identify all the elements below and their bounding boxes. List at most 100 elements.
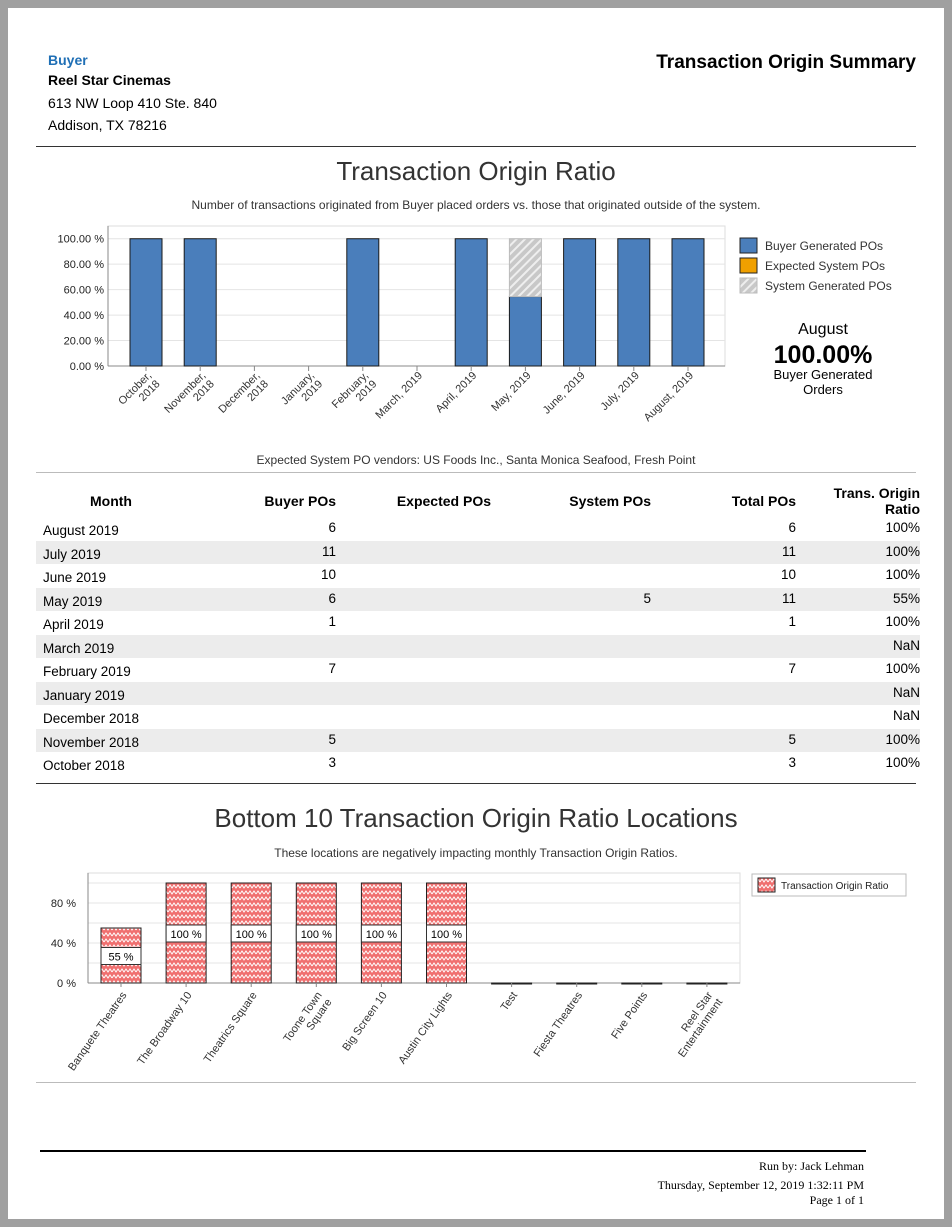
table-cell: 6 xyxy=(788,520,796,535)
y-tick-label: 20.00 % xyxy=(64,336,105,348)
table-cell xyxy=(491,540,651,564)
bar-buyer-generated-pos xyxy=(617,238,651,367)
table-row: August 2019 6 6 100% xyxy=(36,517,920,541)
table-cell: 100% xyxy=(885,755,920,770)
table-cell: 7 xyxy=(788,661,796,676)
address-line-1: 613 NW Loop 410 Ste. 840 xyxy=(48,95,217,111)
legend-label: Buyer Generated POs xyxy=(765,239,883,253)
table-cell: 1 xyxy=(788,614,796,629)
origin-ratio-chart: 0.00 % 20.00 % 40.00 % 60.00 % 80.00 % 100.00… xyxy=(58,225,892,424)
table-cell: July 2019 xyxy=(36,540,186,564)
table-cell: November 2018 xyxy=(36,728,186,752)
table-cell: 55% xyxy=(796,587,920,611)
data-label: 100 % xyxy=(431,929,462,941)
y-tick-label: 0 % xyxy=(57,978,76,990)
chart1-subtitle: Number of transactions originated from B… xyxy=(191,198,761,212)
footer-divider xyxy=(40,1150,866,1152)
bar-buyer-generated-pos xyxy=(129,238,163,367)
legend-swatch xyxy=(739,277,758,294)
page-number: Page 1 of 1 xyxy=(809,1193,864,1207)
table-cell: 5 xyxy=(186,728,336,752)
data-label: 100 % xyxy=(170,929,201,941)
table-cell: 100% xyxy=(796,728,920,752)
table-cell xyxy=(186,681,336,705)
table-cell: 3 xyxy=(788,755,796,770)
y-tick-label: 100.00 % xyxy=(58,234,105,246)
table-cell xyxy=(186,634,336,658)
table-cell: 10 xyxy=(320,567,336,582)
table-cell: 11 xyxy=(651,587,796,611)
table-cell xyxy=(651,681,796,705)
legend-label: Expected System POs xyxy=(765,259,885,273)
table-cell xyxy=(336,540,491,564)
table-cell xyxy=(491,728,651,752)
run-by: Run by: Jack Lehman xyxy=(759,1159,864,1173)
x-tick-label: Test xyxy=(499,990,520,1013)
table-cell: April 2019 xyxy=(43,617,104,632)
data-label: 55 % xyxy=(108,952,133,964)
table-row: October 2018 3 3 100% xyxy=(36,752,920,776)
table-cell: 5 xyxy=(491,587,651,611)
data-label-box xyxy=(100,947,142,965)
chart1-title: Transaction Origin Ratio xyxy=(336,156,616,186)
table-cell: June 2019 xyxy=(43,570,107,585)
monthly-table: Month Buyer POs Expected POs System POs Tota… xyxy=(36,485,920,776)
column-header: Trans. Origin Ratio xyxy=(833,485,920,517)
table-cell xyxy=(336,681,491,705)
bar-buyer-generated-pos xyxy=(671,238,705,367)
x-tick-label: Reel StarEntertainment xyxy=(666,990,725,1060)
column-header: Total POs xyxy=(731,493,796,509)
table-cell: May 2019 xyxy=(36,587,186,611)
column-header: System POs xyxy=(569,493,651,509)
table-row: June 2019 10 10 100% xyxy=(36,564,920,588)
table-cell: December 2018 xyxy=(43,711,140,726)
table-cell: NaN xyxy=(892,708,920,723)
table-cell: August 2019 xyxy=(43,523,119,538)
table-cell xyxy=(651,634,796,658)
y-tick-label: 40 % xyxy=(51,938,76,950)
table-cell: January 2019 xyxy=(36,681,186,705)
data-label-box xyxy=(426,924,467,943)
divider xyxy=(36,783,916,784)
table-cell: NaN xyxy=(796,634,920,658)
table-row: March 2019 NaN xyxy=(36,634,920,658)
legend-label: Transaction Origin Ratio xyxy=(781,881,889,892)
x-tick-label: Toone TownSquare xyxy=(281,990,334,1052)
table-cell xyxy=(491,634,651,658)
vendors-footnote: Expected System PO vendors: US Foods Inc… xyxy=(256,453,696,467)
callout-label: Buyer Generated Orders xyxy=(773,367,872,397)
table-cell: 11 xyxy=(651,540,796,564)
report-page: Buyer Reel Star Cinemas 613 NW Loop 410 … xyxy=(8,8,944,1219)
table-cell: 3 xyxy=(328,755,336,770)
table-cell: 7 xyxy=(328,661,336,676)
data-label: 100 % xyxy=(301,929,332,941)
callout-line: Buyer Generated xyxy=(773,367,872,382)
table-cell: February 2019 xyxy=(43,664,131,679)
data-label-box xyxy=(295,924,337,943)
table-cell: 100% xyxy=(885,567,920,582)
column-header: Expected POs xyxy=(396,493,491,509)
table-cell: 100% xyxy=(885,520,920,535)
legend-swatch xyxy=(739,257,758,274)
table-cell xyxy=(491,681,651,705)
buyer-label: Buyer xyxy=(48,52,88,68)
x-tick-label: Fiesta Theatres xyxy=(532,989,586,1059)
column-header: Buyer POs xyxy=(264,493,336,509)
table-cell xyxy=(336,587,491,611)
legend-label: System Generated POs xyxy=(765,279,892,293)
data-label: 100 % xyxy=(366,929,397,941)
y-tick-label: 40.00 % xyxy=(64,310,105,322)
table-cell: 1 xyxy=(328,614,336,629)
table-cell: 100% xyxy=(885,661,920,676)
y-tick-label: 60.00 % xyxy=(64,285,105,297)
legend-box xyxy=(751,873,907,897)
data-label-box xyxy=(230,924,272,943)
table-cell: 6 xyxy=(186,587,336,611)
divider xyxy=(36,472,916,473)
divider xyxy=(36,146,916,147)
table-cell: 11 xyxy=(186,540,336,564)
table-row: April 2019 1 1 100% xyxy=(36,611,920,635)
y-tick-label: 80 % xyxy=(51,898,76,910)
table-row: July 2019 11 11 100% xyxy=(36,540,920,564)
legend-swatch xyxy=(739,237,758,254)
